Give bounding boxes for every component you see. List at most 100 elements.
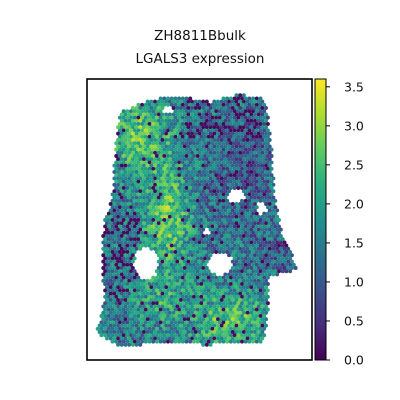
spot — [169, 134, 174, 139]
spot — [245, 227, 250, 232]
spot — [179, 118, 183, 123]
spot — [228, 211, 233, 216]
spot — [204, 291, 209, 296]
spot — [177, 218, 182, 222]
spot — [212, 138, 217, 142]
spot — [117, 288, 122, 293]
spot — [265, 160, 270, 165]
spot — [253, 253, 257, 258]
spot — [117, 243, 122, 248]
spot — [195, 339, 200, 344]
spot — [166, 102, 170, 107]
spot — [212, 182, 217, 187]
spot — [254, 186, 259, 190]
spot — [291, 262, 296, 267]
spot — [214, 109, 219, 114]
spot — [149, 323, 154, 328]
spot — [238, 144, 243, 149]
spot — [204, 125, 209, 130]
spot — [136, 237, 141, 242]
spot — [132, 154, 137, 158]
spot — [212, 125, 217, 130]
spot — [123, 291, 128, 296]
spot — [204, 182, 209, 187]
spot — [179, 240, 183, 245]
spot — [186, 240, 191, 245]
spot — [130, 291, 135, 296]
spot — [166, 269, 170, 274]
spot — [138, 182, 143, 187]
spot — [112, 208, 117, 213]
spot — [203, 134, 207, 139]
spot — [132, 301, 137, 306]
spot — [258, 320, 263, 325]
spot — [158, 301, 163, 306]
spot — [243, 320, 248, 325]
spot — [230, 144, 235, 149]
spot — [264, 112, 268, 117]
spot — [249, 163, 254, 168]
spot — [240, 333, 244, 338]
spot — [217, 134, 222, 139]
spot — [260, 240, 265, 245]
spot — [167, 234, 172, 238]
spot — [227, 227, 231, 232]
spot — [256, 323, 261, 328]
spot — [214, 154, 219, 158]
spot — [188, 301, 193, 306]
spot — [186, 176, 191, 181]
spot — [228, 186, 233, 190]
spot — [256, 336, 261, 341]
spot — [238, 182, 243, 187]
spot — [140, 301, 145, 306]
spot — [166, 243, 170, 248]
spot — [158, 128, 163, 133]
spot — [112, 272, 117, 277]
spot — [230, 291, 235, 296]
spot — [158, 262, 163, 267]
spot — [177, 115, 182, 120]
spot — [180, 237, 185, 242]
spot — [177, 237, 182, 242]
spot — [149, 106, 154, 110]
spot — [282, 240, 287, 245]
spot — [182, 208, 187, 213]
spot — [199, 109, 204, 114]
spot — [154, 109, 159, 114]
spot — [227, 298, 231, 302]
spot — [193, 323, 198, 328]
spot — [140, 122, 145, 126]
spot — [175, 285, 180, 290]
spot — [247, 320, 252, 325]
spot — [156, 330, 161, 334]
spot — [119, 323, 124, 328]
spot — [127, 272, 132, 277]
spot — [290, 253, 294, 258]
spot — [180, 141, 185, 146]
spot — [134, 189, 139, 194]
spot — [140, 224, 145, 229]
spot — [254, 96, 259, 101]
spot — [143, 326, 148, 331]
spot — [243, 109, 248, 114]
spot — [236, 134, 241, 139]
spot — [228, 122, 233, 126]
spot — [182, 157, 187, 162]
spot — [208, 310, 213, 315]
spot — [269, 237, 274, 242]
spot — [243, 96, 248, 101]
spot — [254, 160, 259, 165]
spot — [260, 125, 265, 130]
spot — [217, 109, 222, 114]
spot — [127, 266, 132, 270]
spot — [254, 230, 259, 235]
spot — [138, 170, 143, 174]
spot — [243, 134, 248, 139]
spot — [114, 269, 119, 274]
spot — [166, 128, 170, 133]
spot — [162, 128, 167, 133]
spot — [132, 147, 137, 152]
spot — [188, 224, 193, 229]
spot — [127, 278, 132, 283]
spot — [138, 195, 143, 200]
